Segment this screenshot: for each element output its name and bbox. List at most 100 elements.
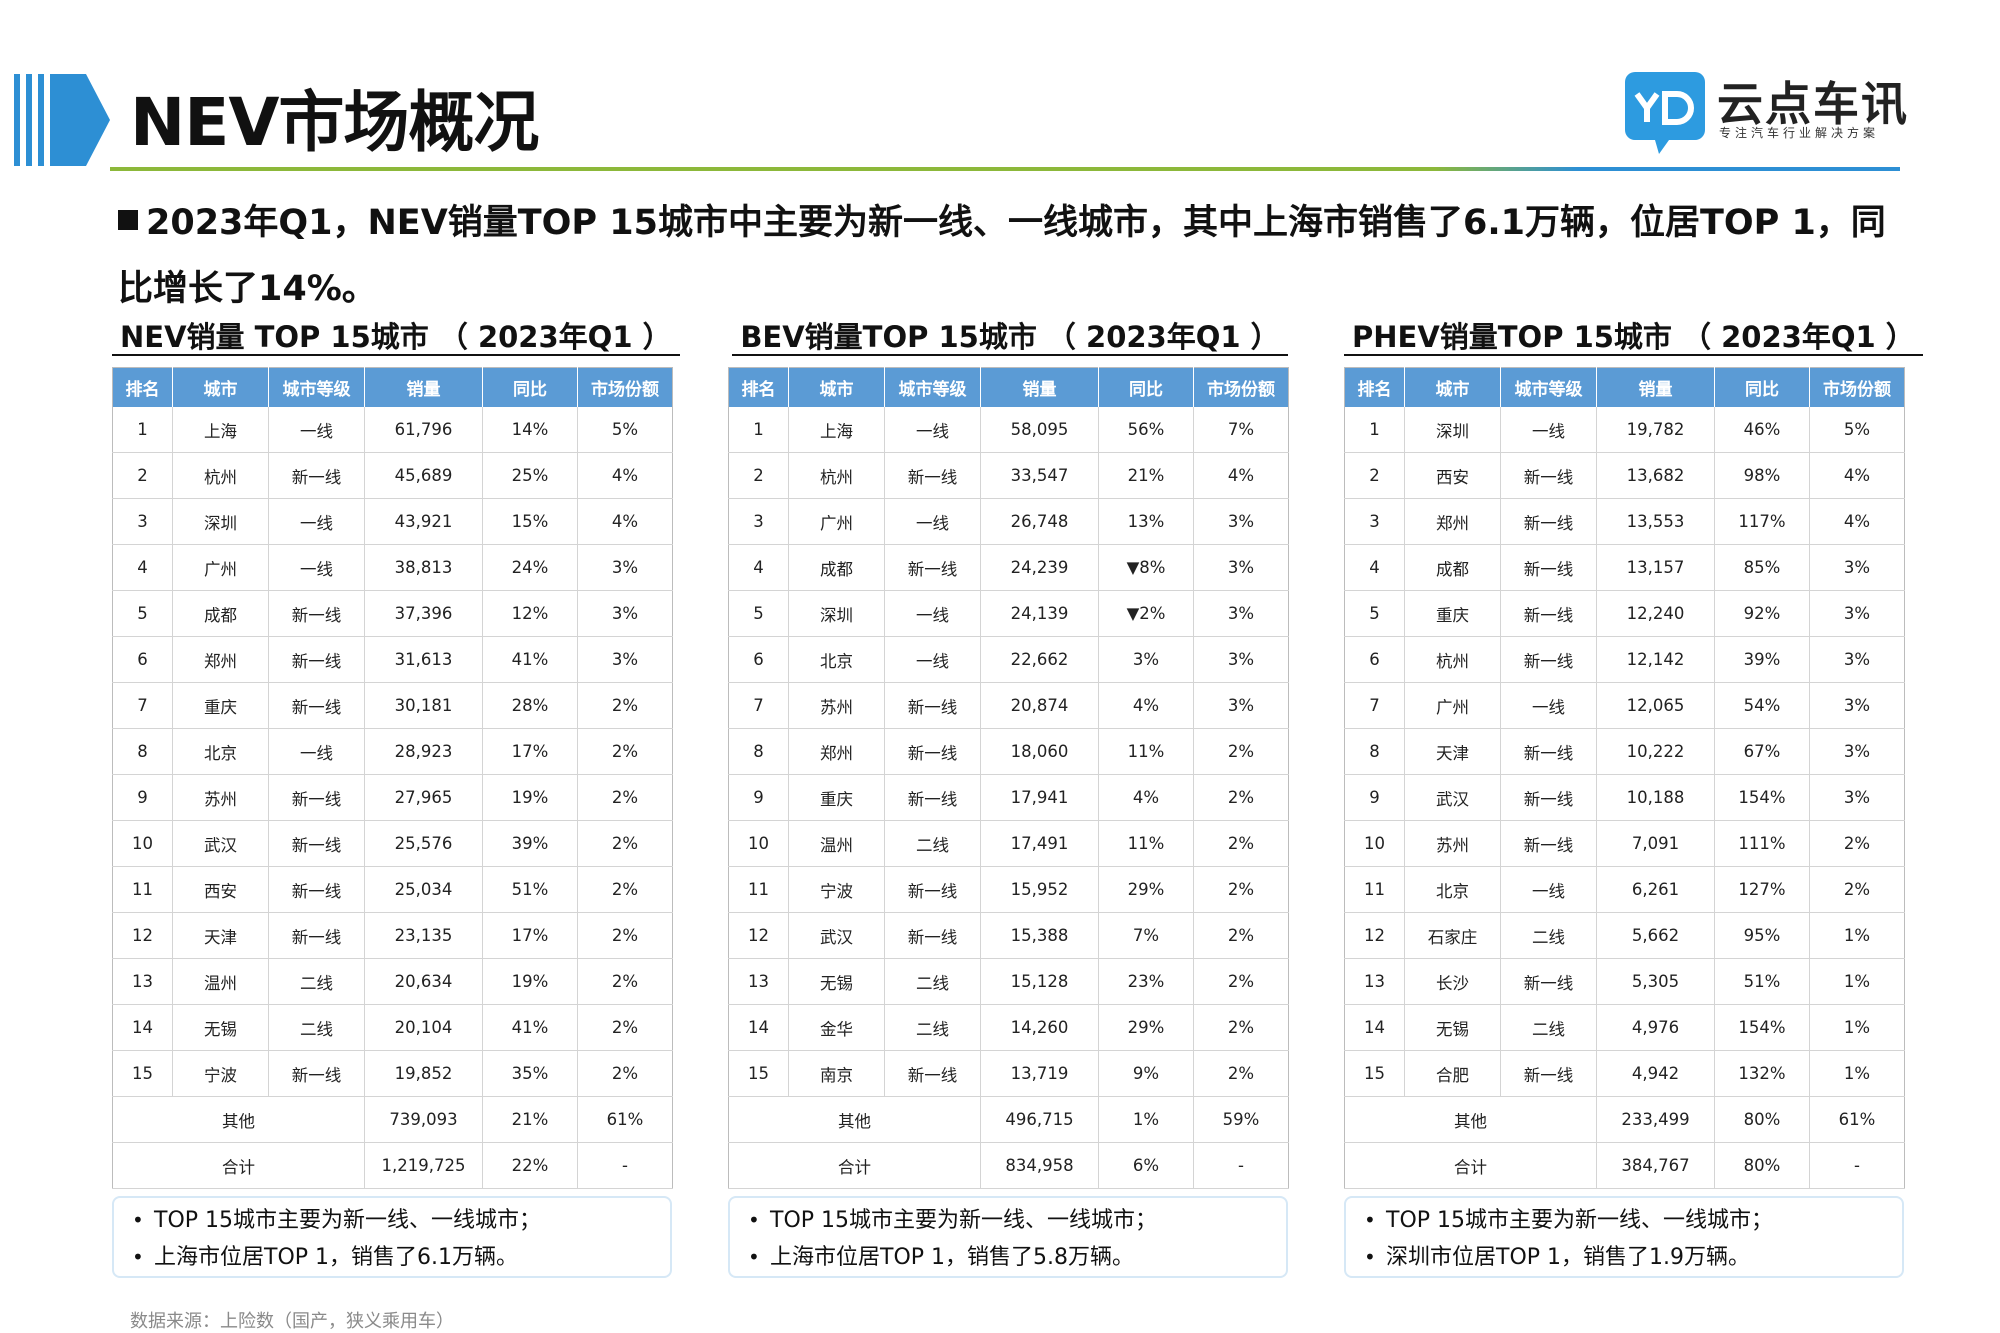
table-row: 5 成都 新一线 37,396 12% 3% [112,590,673,637]
table-cell: 5 [1344,590,1405,637]
table-cell: 41% [482,1004,578,1051]
phev-table-title: PHEV销量TOP 15城市 （ 2023年Q1 ） [1344,316,1923,358]
table-cell: 2% [577,820,673,867]
table-cell: 35% [482,1050,578,1097]
summary-row: 合计 384,767 80% - [1344,1142,1905,1189]
table-cell: 新一线 [268,820,365,867]
table-cell: 20,874 [980,682,1099,729]
summary-cell: 496,715 [980,1096,1099,1143]
table-row: 13 温州 二线 20,634 19% 2% [112,958,673,1005]
table-cell: 25,576 [364,820,483,867]
table-cell: 3% [1193,590,1289,637]
table-cell: 杭州 [172,452,269,499]
table-row: 3 广州 一线 26,748 13% 3% [728,498,1289,545]
table-cell: 一线 [1500,407,1597,453]
table-cell: 新一线 [884,544,981,591]
table-cell: 23,135 [364,912,483,959]
table-cell: 一线 [884,636,981,683]
table-cell: 3 [112,498,173,545]
table-cell: 长沙 [1404,958,1501,1005]
summary-cell: 其他 [1344,1096,1597,1143]
table-cell: 一线 [884,498,981,545]
table-cell: 15,388 [980,912,1099,959]
table-cell: 2% [1193,866,1289,913]
table-cell: 武汉 [1404,774,1501,821]
table-cell: 6 [728,636,789,683]
table-row: 3 郑州 新一线 13,553 117% 4% [1344,498,1905,545]
table-cell: 温州 [788,820,885,867]
summary-row: 其他 496,715 1% 59% [728,1096,1289,1143]
table-cell: 8 [728,728,789,775]
table-cell: 宁波 [172,1050,269,1097]
table-cell: 4% [1809,452,1905,499]
table-cell: 13,553 [1596,498,1715,545]
column-header: 城市 [172,367,269,407]
table-cell: 二线 [1500,912,1597,959]
table-row: 15 合肥 新一线 4,942 132% 1% [1344,1050,1905,1097]
headline-text: 2023年Q1，NEV销量TOP 15城市中主要为新一线、一线城市，其中上海市销… [118,203,1886,309]
table-cell: 广州 [1404,682,1501,729]
table-cell: 15,128 [980,958,1099,1005]
table-cell: 22,662 [980,636,1099,683]
table-cell: 20,104 [364,1004,483,1051]
column-header: 排名 [728,367,789,407]
bev-top15-table: 排名 城市 城市等级 销量 同比 市场份额 1 上海 一线 58,095 56% 7% 2 杭州 新一线 33… [728,367,1289,1189]
table-cell: 2 [728,452,789,499]
table-cell: 5 [112,590,173,637]
table-cell: 天津 [172,912,269,959]
table-cell: 4% [1193,452,1289,499]
table-cell: 56% [1098,407,1194,453]
table-cell: 7,091 [1596,820,1715,867]
note-text: 上海市位居TOP 1，销售了5.8万辆。 [770,1245,1134,1270]
table-row: 4 成都 新一线 13,157 85% 3% [1344,544,1905,591]
bullet-dot-icon: • [132,1208,144,1232]
table-cell: 无锡 [172,1004,269,1051]
table-cell: 2% [577,1050,673,1097]
column-header: 同比 [1098,367,1194,407]
table-row: 2 杭州 新一线 33,547 21% 4% [728,452,1289,499]
table-cell: 合肥 [1404,1050,1501,1097]
table-cell: 5% [577,407,673,453]
summary-cell: 1% [1098,1096,1194,1143]
bev-table-title: BEV销量TOP 15城市 （ 2023年Q1 ） [728,316,1292,358]
table-row: 7 苏州 新一线 20,874 4% 3% [728,682,1289,729]
summary-cell: 61% [1809,1096,1905,1143]
table-cell: 11 [112,866,173,913]
table-row: 5 深圳 一线 24,139 ▼2% 3% [728,590,1289,637]
table-cell: 成都 [172,590,269,637]
table-cell: 2% [577,682,673,729]
table-row: 14 无锡 二线 20,104 41% 2% [112,1004,673,1051]
table-cell: 4 [112,544,173,591]
table-cell: 新一线 [1500,958,1597,1005]
table-cell: 新一线 [1500,774,1597,821]
table-cell: 4% [1098,682,1194,729]
table-cell: 郑州 [788,728,885,775]
note-item: • TOP 15城市主要为新一线、一线城市； [1364,1202,1902,1239]
table-cell: 13 [112,958,173,1005]
table-cell: 43,921 [364,498,483,545]
table-cell: 28% [482,682,578,729]
table-row: 12 天津 新一线 23,135 17% 2% [112,912,673,959]
table-cell: 4,976 [1596,1004,1715,1051]
summary-cell: 22% [482,1142,578,1189]
bullet-dot-icon: • [1364,1245,1376,1269]
table-cell: 成都 [788,544,885,591]
table-row: 13 无锡 二线 15,128 23% 2% [728,958,1289,1005]
table-cell: 3 [728,498,789,545]
table-cell: 3% [1193,682,1289,729]
table-cell: 新一线 [1500,1050,1597,1097]
table-cell: 西安 [1404,452,1501,499]
table-cell: 2% [577,866,673,913]
column-header: 市场份额 [1809,367,1905,407]
summary-row: 其他 739,093 21% 61% [112,1096,673,1143]
table-cell: 一线 [268,544,365,591]
table-cell: 新一线 [1500,498,1597,545]
table-cell: 95% [1714,912,1810,959]
summary-cell: 6% [1098,1142,1194,1189]
table-cell: 3% [1809,590,1905,637]
bullet-dot-icon: • [748,1208,760,1232]
table-row: 15 南京 新一线 13,719 9% 2% [728,1050,1289,1097]
table-cell: 新一线 [884,866,981,913]
table-cell: 13 [728,958,789,1005]
table-cell: 1% [1809,912,1905,959]
